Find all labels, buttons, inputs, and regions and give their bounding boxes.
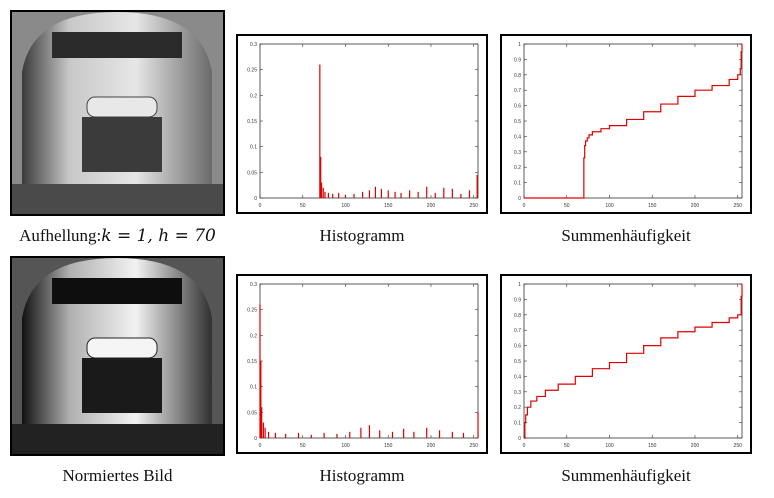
y-tick-label: 0 <box>254 436 257 442</box>
cumulative-caption-2: Summenhäufigkeit <box>561 466 691 485</box>
x-tick-label: 200 <box>427 443 436 449</box>
x-tick-label: 150 <box>648 203 657 209</box>
y-tick-label: 0.3 <box>250 42 257 48</box>
x-tick-label: 100 <box>605 203 614 209</box>
plot-area <box>259 43 479 199</box>
y-tick-label: 0.3 <box>514 150 521 156</box>
y-tick-label: 0.2 <box>250 93 257 99</box>
histogram-caption-2: Histogramm <box>319 466 405 485</box>
image-caption-1: Aufhellung:k = 1, h = 70 <box>19 226 216 246</box>
y-tick-label: 0.05 <box>247 170 257 176</box>
histogram-chart-1: 0 50 100 150 200 250 0 0.05 0.1 0.15 0.2 0.25 0.3 <box>236 34 488 214</box>
x-tick-label: 50 <box>300 443 306 449</box>
cumulative-chart-1: 0 50 100 150 200 250 0 0.1 0.2 0.3 0.4 0.5 0.6 0.7 0.8… <box>500 34 752 214</box>
y-tick-label: 0.25 <box>247 308 257 314</box>
y-tick-label: 0.4 <box>514 374 521 380</box>
plot-area <box>523 283 743 439</box>
cumulative-plot-1: 0 50 100 150 200 250 0 0.1 0.2 0.3 0.4 0.5 0.6 0.7 0.8… <box>514 42 743 209</box>
x-tick-label: 0 <box>523 443 526 449</box>
x-tick-label: 100 <box>341 443 350 449</box>
y-tick-label: 0.1 <box>250 145 257 151</box>
histogram-plot-2: 0 50 100 150 200 250 0 0.05 0.1 0.15 0.2 0.25 0.3 <box>247 282 479 449</box>
car-photo-brightened <box>10 10 225 216</box>
y-tick-label: 0.2 <box>250 333 257 339</box>
y-tick-label: 0.2 <box>514 405 521 411</box>
x-tick-label: 250 <box>470 203 479 209</box>
y-tick-label: 0.8 <box>514 313 521 319</box>
y-tick-label: 0.6 <box>514 104 521 110</box>
y-tick-label: 0.05 <box>247 410 257 416</box>
y-tick-label: 0.1 <box>514 181 521 187</box>
x-tick-label: 200 <box>691 203 700 209</box>
y-tick-label: 0.9 <box>514 57 521 63</box>
y-tick-label: 0.3 <box>250 282 257 288</box>
histogram-plot-1: 0 50 100 150 200 250 0 0.05 0.1 0.15 0.2 0.25 0.3 <box>247 42 479 209</box>
y-tick-label: 0.1 <box>514 421 521 427</box>
cumulative-caption-1: Summenhäufigkeit <box>561 226 691 245</box>
y-tick-label: 0.3 <box>514 390 521 396</box>
x-tick-label: 250 <box>734 203 743 209</box>
plot-area <box>259 283 479 439</box>
y-tick-label: 0 <box>254 196 257 202</box>
y-tick-label: 0.5 <box>514 359 521 365</box>
cumulative-plot-2: 0 50 100 150 200 250 0 0.1 0.2 0.3 0.4 0.5 0.6 0.7 0.8… <box>514 282 743 449</box>
y-tick-label: 0.4 <box>514 134 521 140</box>
cumulative-line <box>524 284 743 439</box>
y-tick-label: 0.7 <box>514 88 521 94</box>
y-tick-label: 0.15 <box>247 359 257 365</box>
x-tick-label: 0 <box>523 203 526 209</box>
y-tick-label: 0.1 <box>250 385 257 391</box>
x-tick-label: 150 <box>384 203 393 209</box>
x-tick-label: 0 <box>259 443 262 449</box>
y-tick-label: 0 <box>518 436 521 442</box>
x-tick-label: 100 <box>605 443 614 449</box>
car-rear-image-normalized <box>12 258 223 454</box>
y-tick-label: 0.15 <box>247 119 257 125</box>
x-tick-label: 250 <box>470 443 479 449</box>
x-tick-label: 200 <box>427 203 436 209</box>
car-photo-normalized <box>10 256 225 456</box>
x-tick-label: 50 <box>564 443 570 449</box>
x-tick-label: 250 <box>734 443 743 449</box>
y-tick-label: 1 <box>518 42 521 48</box>
cumulative-chart-2: 0 50 100 150 200 250 0 0.1 0.2 0.3 0.4 0.5 0.6 0.7 0.8… <box>500 274 752 454</box>
histogram-caption-1: Histogramm <box>319 226 405 245</box>
y-tick-label: 0.5 <box>514 119 521 125</box>
car-rear-image <box>12 12 223 214</box>
y-tick-label: 0 <box>518 196 521 202</box>
y-tick-label: 0.2 <box>514 165 521 171</box>
plot-area <box>523 43 743 199</box>
x-tick-label: 150 <box>384 443 393 449</box>
y-tick-label: 0.6 <box>514 344 521 350</box>
x-tick-label: 50 <box>564 203 570 209</box>
x-tick-label: 0 <box>259 203 262 209</box>
y-tick-label: 1 <box>518 282 521 288</box>
x-tick-label: 200 <box>691 443 700 449</box>
y-tick-label: 0.9 <box>514 297 521 303</box>
y-tick-label: 0.8 <box>514 73 521 79</box>
cumulative-line <box>524 44 743 199</box>
x-tick-label: 150 <box>648 443 657 449</box>
y-tick-label: 0.25 <box>247 68 257 74</box>
image-caption-2: Normiertes Bild <box>62 466 173 485</box>
x-tick-label: 50 <box>300 203 306 209</box>
x-tick-label: 100 <box>341 203 350 209</box>
histogram-chart-2: 0 50 100 150 200 250 0 0.05 0.1 0.15 0.2 0.25 0.3 <box>236 274 488 454</box>
y-tick-label: 0.7 <box>514 328 521 334</box>
